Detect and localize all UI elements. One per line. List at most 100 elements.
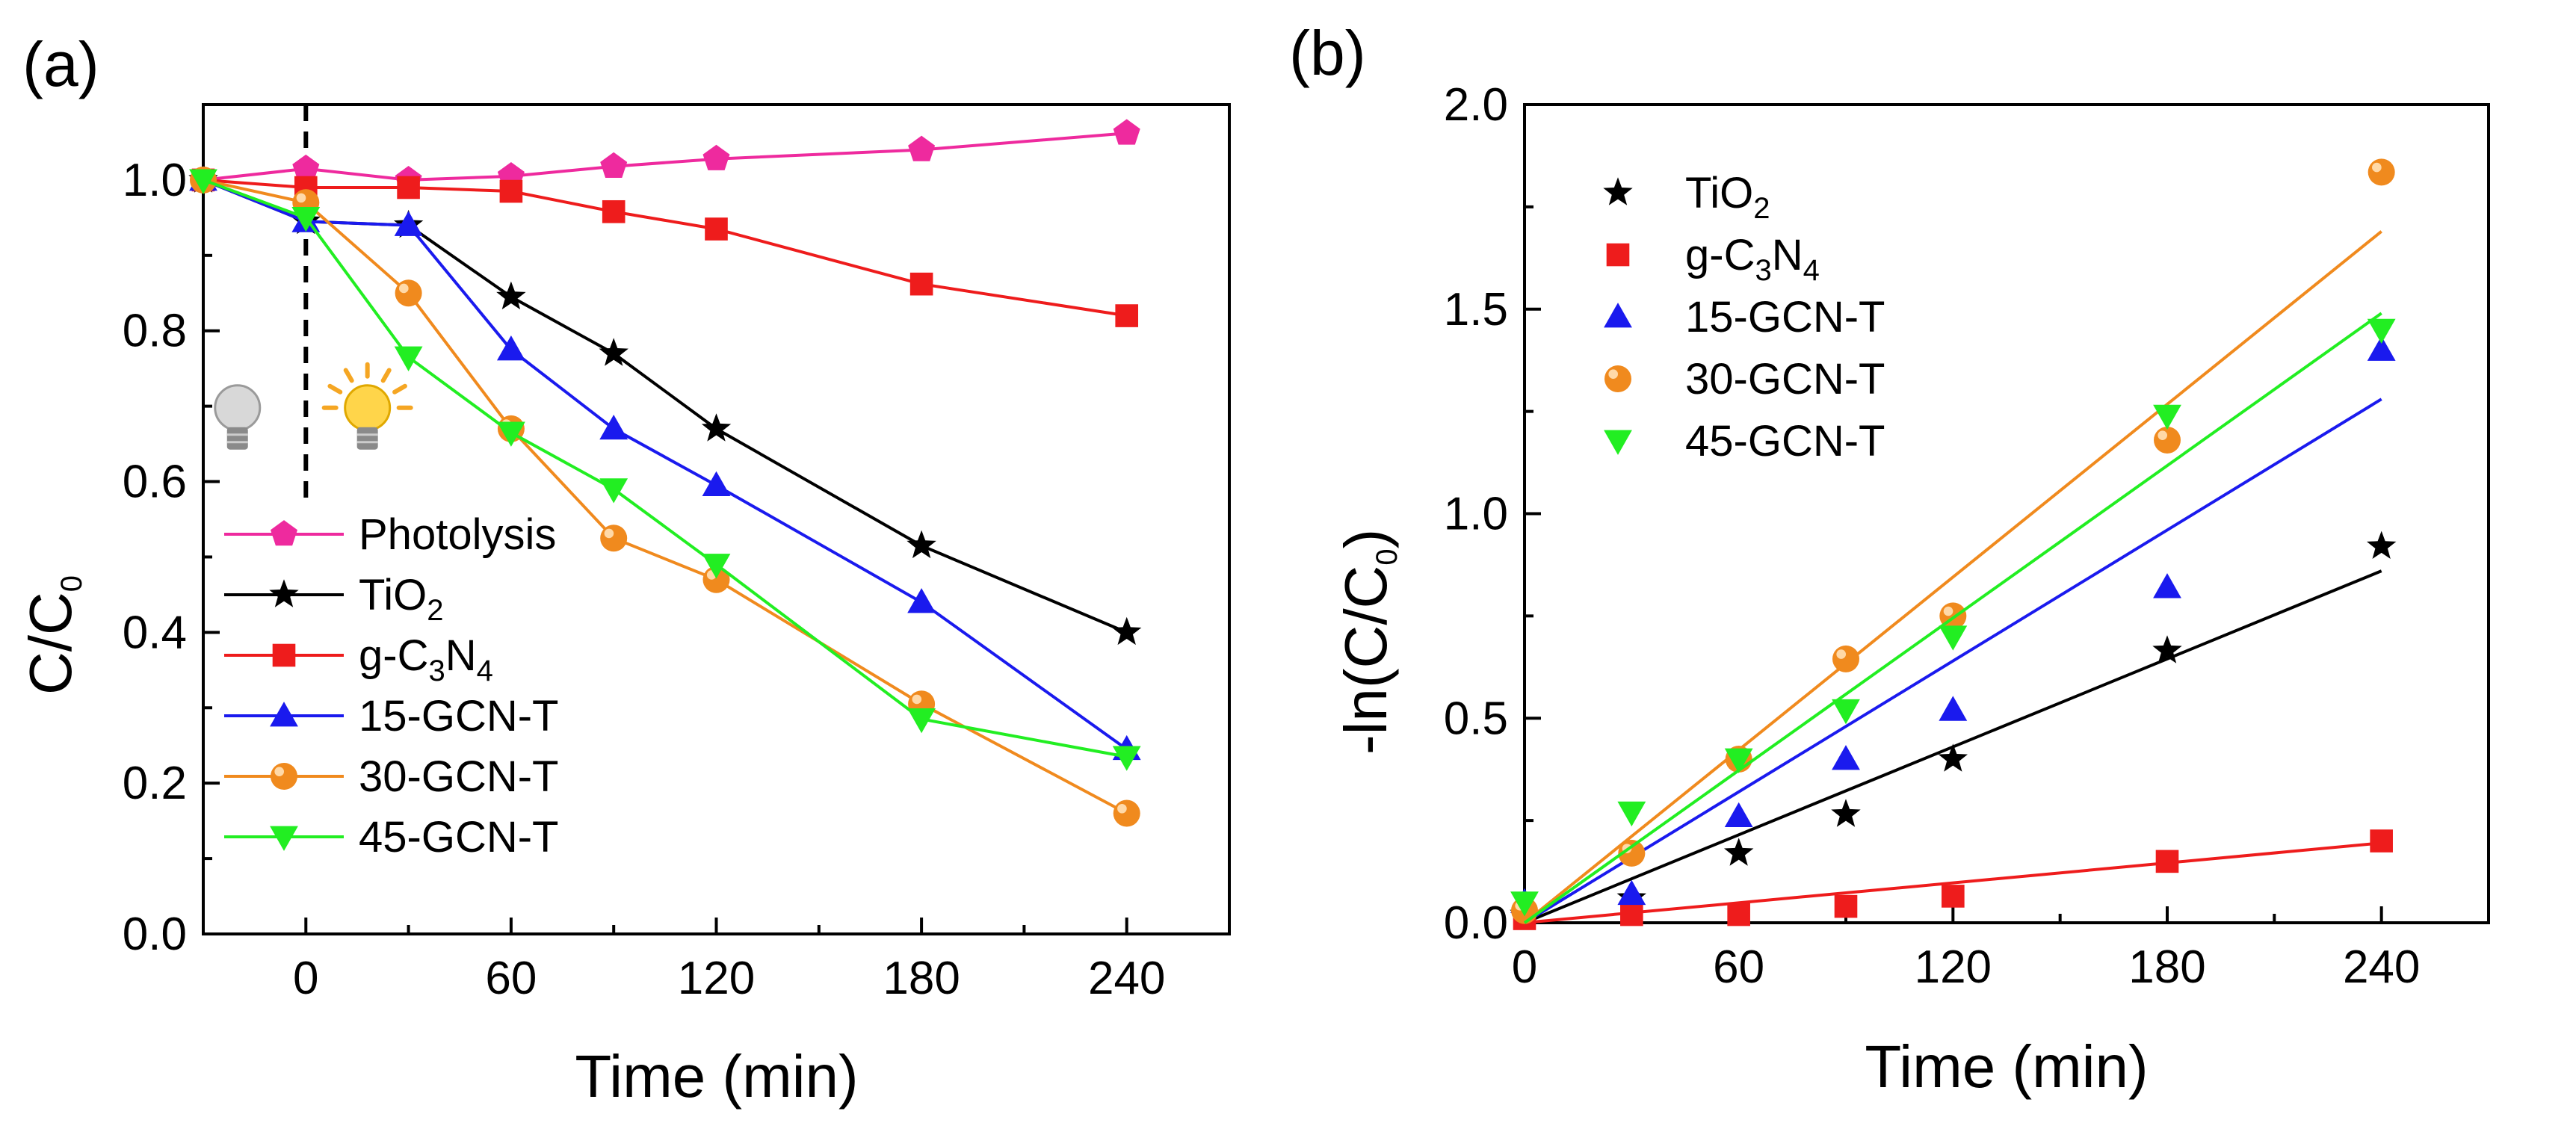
panel-a-data-point <box>1113 799 1140 827</box>
panel-a-legend-label: 15-GCN-T <box>359 692 558 740</box>
panel-b-plot-area: 0 60 120 180 240 0.0 0.5 1.0 1.5 2.0 TiO2 g-C3N4 15-… <box>1444 79 2490 993</box>
panel-b-legend-label: 15-GCN-T <box>1685 293 1885 341</box>
panel-b-legend-label-main: 15-GCN-T <box>1685 293 1885 341</box>
panel-a-data-point <box>397 176 420 199</box>
panel-b-data-point <box>2370 829 2393 853</box>
panel-a-y-axis-title: C/C0 <box>17 575 88 695</box>
panel-b-data-point <box>1620 903 1643 926</box>
panel-a-data-point <box>705 217 728 241</box>
panel-b-legend-marker <box>1606 243 1630 267</box>
panel-a-y-tick-label: 0.8 <box>123 306 187 357</box>
panel-a-legend-label-part-1: N <box>445 631 477 680</box>
panel-b-data-point <box>1832 745 1860 770</box>
panel-b-x-tick-label: 0 <box>1512 941 1537 993</box>
panel-b-x-tick-label: 240 <box>2343 941 2420 993</box>
panel-a-y-tick-label: 1.0 <box>123 155 187 206</box>
panel-b-series-15-gcn-t <box>1510 335 2396 924</box>
panel-b-data-point <box>1939 625 1968 651</box>
panel-b-legend-marker <box>1604 430 1632 455</box>
panel-b-data-point <box>1942 885 1965 908</box>
panel-b-fit-line <box>1523 312 2382 924</box>
panel-b-legend: TiO2 g-C3N4 15-GCN-T 30-GCN-T 45-GCN-T <box>1603 169 1885 465</box>
panel-a-data-point <box>599 338 628 366</box>
panel-b-chart: (b) 0 60 120 180 2400.00.51.01.52.0TiO2g-C3N… <box>1289 18 2490 1100</box>
panel-b-fit-line <box>1524 841 2382 924</box>
panel-a-legend-label-part-0: 2 <box>427 594 443 627</box>
panel-a-data-point <box>702 554 731 579</box>
panel-a-series-line <box>203 132 1127 182</box>
panel-b-data-point <box>2155 850 2179 873</box>
light-bulb-on-icon <box>321 362 413 450</box>
panel-a-plot-area: 0 60 120 180 240 0.0 0.2 0.4 0.6 0.8 1.0 Photolysis… <box>123 103 1231 1004</box>
panel-b-data-point <box>2154 426 2181 454</box>
panel-b-data-point <box>1832 699 1860 725</box>
panel-a-data-point <box>906 530 936 559</box>
panel-b-data-point <box>1724 838 1754 866</box>
panel-a-legend-marker <box>271 763 297 790</box>
panel-a-legend-label-main: Photolysis <box>359 510 556 559</box>
panel-a-label: (a) <box>22 29 99 99</box>
panel-a-y-tick-label: 0.4 <box>123 607 187 658</box>
panel-a-data-point <box>599 478 628 504</box>
panel-a-x-axis-title: Time (min) <box>575 1043 858 1110</box>
panel-a-series-line <box>203 179 1128 751</box>
panel-a-series-line <box>203 178 1128 318</box>
panel-b-legend-label-part-0: 3 <box>1755 254 1771 287</box>
panel-a-legend-label-main: 30-GCN-T <box>359 752 558 801</box>
panel-a-legend-marker <box>269 579 299 607</box>
panel-a-legend-marker <box>270 702 298 727</box>
panel-a-legend-label: 30-GCN-T <box>359 752 558 801</box>
panel-b-y-tick-label: 0.0 <box>1444 897 1508 949</box>
panel-b-label: (b) <box>1289 18 1366 88</box>
panel-b-y-axis-title-end: ) <box>1332 529 1399 549</box>
panel-a-data-point <box>497 335 525 361</box>
panel-b-legend-label-part-1: N <box>1772 231 1803 279</box>
panel-b-fit-line <box>1523 230 2382 924</box>
panel-b-data-point <box>1724 802 1753 828</box>
panel-a-data-point <box>394 211 423 236</box>
panel-b-y-tick-label: 0.5 <box>1444 693 1508 744</box>
panel-a-data-point <box>395 279 422 307</box>
panel-a-legend: PhotolysisTiO2g-C3N415-GCN-T30-GCN-T45-G… <box>224 510 558 861</box>
panel-b-data-point <box>2367 530 2397 559</box>
panel-a-x-tick-label: 60 <box>485 953 537 1004</box>
panel-b-data-point <box>1831 799 1861 827</box>
panel-b-legend-marker <box>1604 365 1631 392</box>
panel-a-legend-label-main: TiO <box>359 571 427 619</box>
panel-a-data-point <box>394 346 423 371</box>
panel-b-data-point <box>1727 903 1750 926</box>
panel-a-data-point <box>907 708 936 734</box>
panel-a-legend-marker <box>271 520 297 546</box>
panel-a-data-point <box>907 588 936 613</box>
panel-b-data-point <box>1510 891 1539 917</box>
panel-a-legend-label-part-0: 3 <box>428 655 445 687</box>
panel-a-x-tick-label: 180 <box>883 953 960 1004</box>
panel-a-x-tick-label: 120 <box>678 953 755 1004</box>
panel-a-data-point <box>499 179 523 203</box>
panel-a-data-point <box>702 471 731 496</box>
panel-a-legend-marker <box>272 643 296 667</box>
panel-b-data-point <box>1617 879 1646 906</box>
panel-b-data-point <box>1834 894 1858 918</box>
panel-a-series-45-gcn-t <box>189 169 1141 771</box>
panel-a-y-axis-title-main: C/C <box>17 592 84 695</box>
panel-a-legend-label-main: 45-GCN-T <box>359 813 558 861</box>
panel-b-data-point <box>2153 573 2181 598</box>
panel-a-data-point <box>497 421 525 447</box>
panel-b-data-point <box>1938 743 1968 772</box>
panel-a-x-tick-label: 0 <box>293 953 318 1004</box>
panel-a-data-point <box>600 152 628 178</box>
panel-b-legend-label-main: 45-GCN-T <box>1685 417 1885 465</box>
panel-b-y-tick-label: 1.5 <box>1444 284 1508 335</box>
panel-a-data-point <box>909 272 933 296</box>
panel-a-y-tick-label: 0.6 <box>123 457 187 508</box>
panel-a-legend-label-main: g-C <box>359 631 428 680</box>
panel-b-series-g-c3n4 <box>1513 829 2393 930</box>
panel-a-legend-label: 45-GCN-T <box>359 813 558 861</box>
panel-a-data-point <box>1112 746 1141 771</box>
panel-a-data-point <box>702 144 730 170</box>
panel-a-y-tick-label: 0.2 <box>123 758 187 809</box>
panel-a-data-point <box>1115 304 1138 327</box>
panel-a-legend-label-main: 15-GCN-T <box>359 692 558 740</box>
panel-b-data-point <box>1832 645 1859 672</box>
